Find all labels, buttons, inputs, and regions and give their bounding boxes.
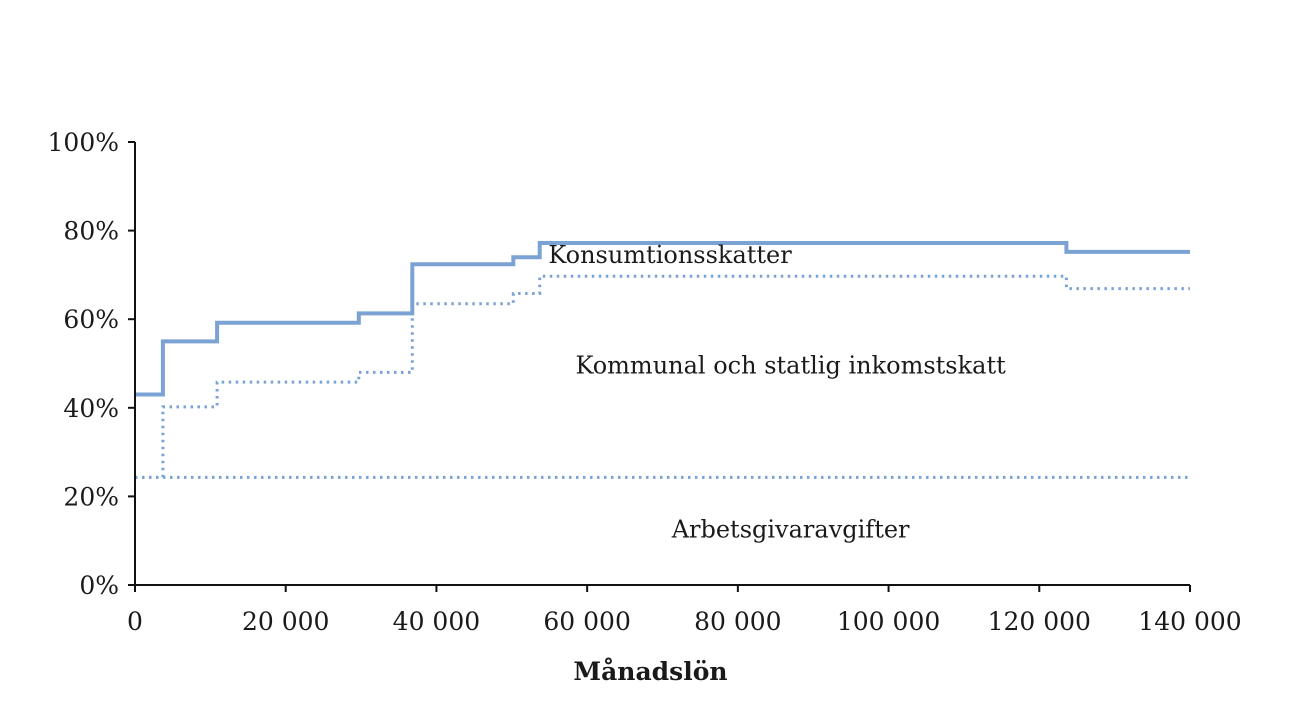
series-line-1 [135,241,1190,397]
y-tick-label: 20% [63,482,119,511]
text-layer: 0% 20% 40% 60% 80% 100% 0 20 000 40 000 60 000 80 … [48,128,1242,686]
series-layer [135,241,1190,479]
x-tick-label: 0 [127,607,143,636]
region-label: Kommunal och statlig inkomstskatt [575,352,1006,380]
x-tick-label: 60 000 [543,607,630,636]
x-tick-label: 140 000 [1138,607,1241,636]
region-label: Konsumtionsskatter [548,241,792,269]
x-tick-label: 40 000 [393,607,480,636]
y-tick-label: 100% [48,128,119,157]
series-line-2 [135,274,1190,479]
x-tick-label: 100 000 [837,607,940,636]
x-tick-label: 120 000 [988,607,1091,636]
y-tick-label: 60% [63,305,119,334]
region-label: Arbetsgivaravgifter [671,516,910,544]
x-tick-label: 20 000 [242,607,329,636]
y-tick-label: 80% [63,217,119,246]
y-tick-label: 40% [63,394,119,423]
y-tick-label: 0% [79,571,119,600]
x-axis-title: Månadslön [573,657,727,686]
axis-layer [128,141,1191,592]
x-tick-label: 80 000 [694,607,781,636]
